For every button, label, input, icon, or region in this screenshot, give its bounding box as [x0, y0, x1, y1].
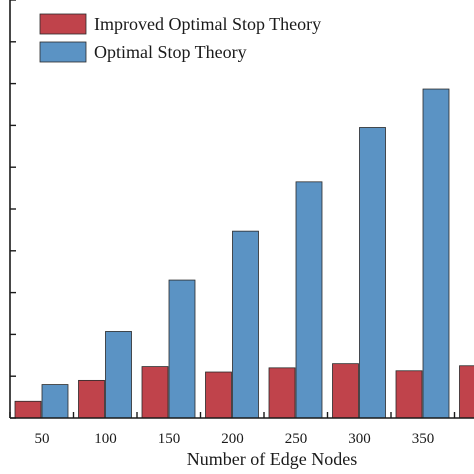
x-tick-label-250: 250: [285, 431, 308, 447]
x-tick-label-350: 350: [412, 431, 435, 447]
x-tick-label-300: 300: [348, 431, 371, 447]
axes-layer: 50100150200250300350400: [9, 0, 474, 447]
bar-improved-100: [78, 379, 105, 419]
x-tick-label-150: 150: [158, 431, 181, 447]
bar-improved-200: [205, 371, 232, 419]
bar-improved-300: [332, 363, 359, 419]
bar-optimal-200: [232, 230, 259, 419]
bar-improved-350: [395, 370, 423, 419]
x-axis-title: Number of Edge Nodes: [187, 449, 357, 469]
bar-improved-150: [141, 366, 169, 419]
legend: Improved Optimal Stop Theory Optimal Stop…: [39, 13, 321, 63]
legend-label-improved: Improved Optimal Stop Theory: [94, 14, 321, 34]
bar-optimal-100: [105, 331, 132, 419]
bar-improved-400: [459, 365, 474, 419]
bars-layer: [14, 88, 474, 419]
bar-optimal-300: [359, 127, 386, 419]
bar-optimal-50: [41, 384, 69, 419]
bar-optimal-150: [168, 279, 196, 419]
bar-improved-50: [14, 400, 42, 419]
bar-improved-250: [268, 367, 296, 419]
legend-swatch-optimal: [39, 41, 87, 63]
x-tick-label-200: 200: [221, 431, 244, 447]
x-tick-label-100: 100: [94, 431, 117, 447]
legend-swatch-improved: [39, 13, 87, 35]
bar-optimal-250: [295, 181, 323, 419]
legend-label-optimal: Optimal Stop Theory: [94, 42, 247, 62]
bar-optimal-350: [422, 88, 450, 419]
x-tick-label-50: 50: [35, 431, 50, 447]
